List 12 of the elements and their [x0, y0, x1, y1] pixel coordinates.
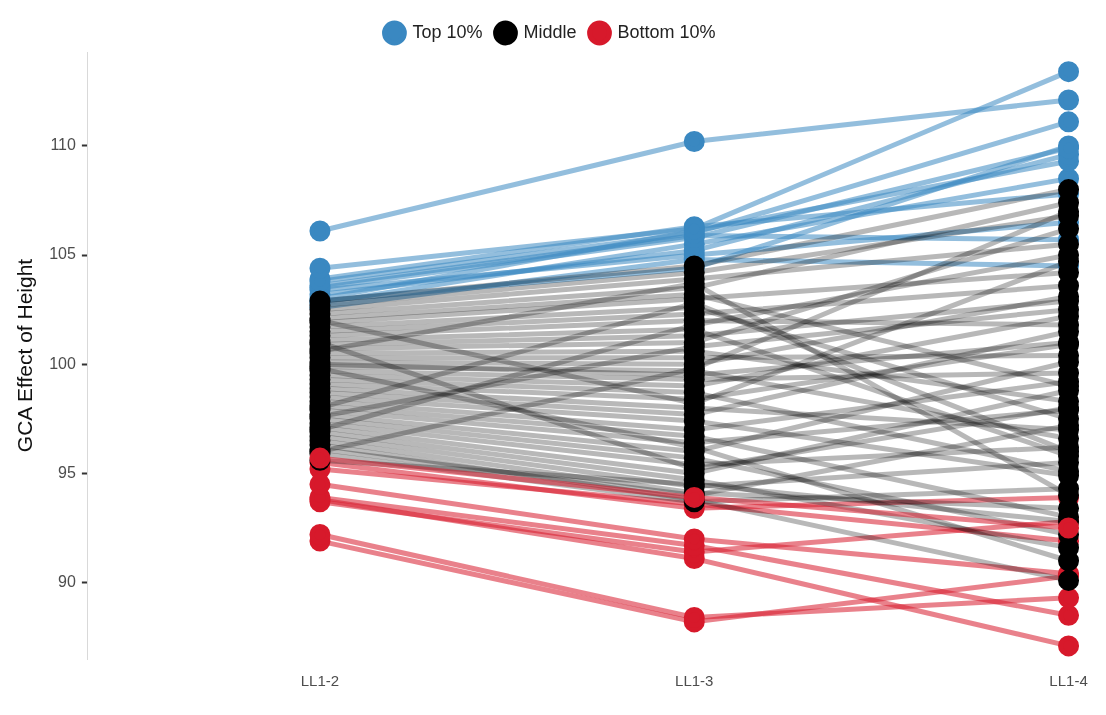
y-tick-label: 100 — [49, 354, 76, 372]
y-tick-label: 95 — [58, 463, 76, 481]
x-tick-label: LL1-3 — [675, 672, 714, 690]
y-tick-label: 110 — [50, 136, 76, 154]
legend-label: Bottom 10% — [617, 21, 716, 42]
x-tick-label: LL1-2 — [300, 672, 340, 690]
y-axis-title: GCA Effect of Height — [13, 258, 37, 453]
legend-label: Top 10% — [412, 21, 483, 42]
y-tick-label: 90 — [58, 572, 76, 590]
y-tick-label: 105 — [49, 245, 76, 263]
x-tick-label: LL1-4 — [1049, 672, 1088, 690]
legend-label: Middle — [523, 21, 577, 42]
